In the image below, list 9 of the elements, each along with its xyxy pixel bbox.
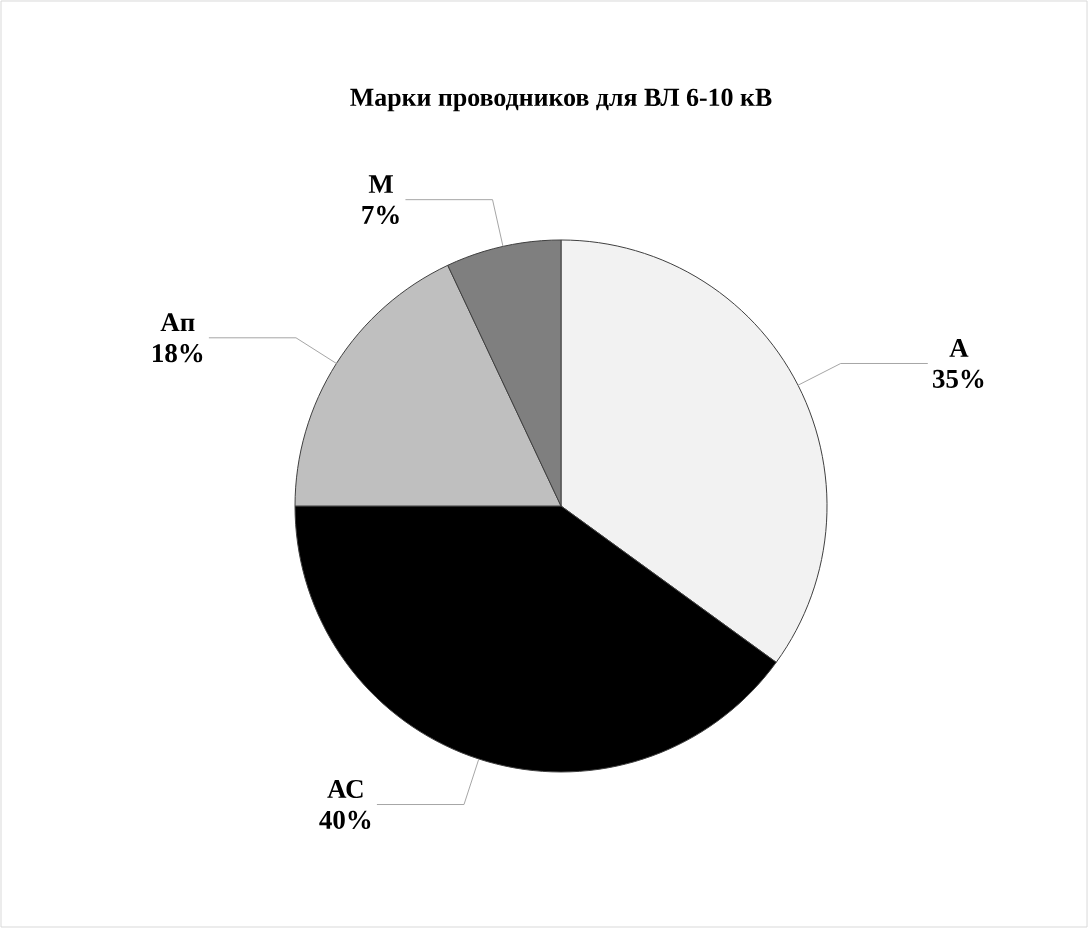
data-label: 40%	[319, 810, 371, 830]
slice-label: АС	[327, 779, 363, 799]
slice-label: Ап	[160, 313, 195, 332]
data-label: 35%	[933, 369, 984, 388]
data-label: 18%	[153, 344, 203, 363]
slice-label: М	[368, 175, 393, 193]
chart-title: Марки проводников для ВЛ 6-10 кВ	[350, 88, 772, 112]
slice-label: А	[949, 338, 969, 357]
data-label: 7%	[362, 205, 399, 225]
